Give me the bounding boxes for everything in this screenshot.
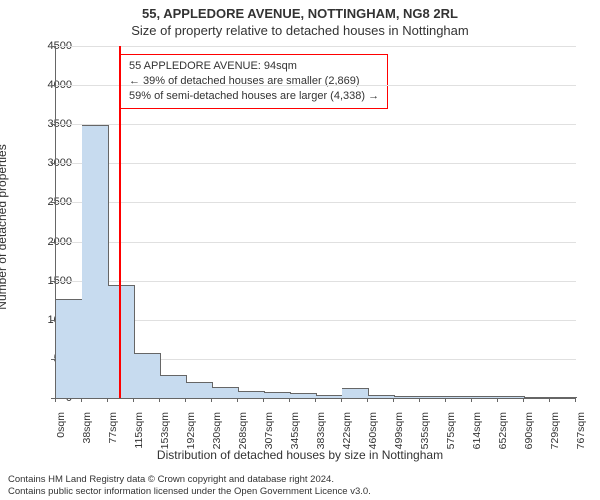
gridline <box>56 281 576 282</box>
xtick-mark <box>549 398 550 402</box>
histogram-bar <box>160 375 187 398</box>
xtick-mark <box>263 398 264 402</box>
footer-line2: Contains public sector information licen… <box>8 486 371 498</box>
xtick-mark <box>367 398 368 402</box>
marker-line <box>119 46 121 398</box>
histogram-bar <box>446 396 473 398</box>
gridline <box>56 202 576 203</box>
xtick-mark <box>289 398 290 402</box>
histogram-bar <box>56 299 83 398</box>
xtick-mark <box>497 398 498 402</box>
histogram-bar <box>342 388 369 398</box>
xtick-mark <box>523 398 524 402</box>
xtick-mark <box>107 398 108 402</box>
footer-attribution: Contains HM Land Registry data © Crown c… <box>8 474 371 498</box>
gridline <box>56 85 576 86</box>
xtick-mark <box>315 398 316 402</box>
y-axis-label: Number of detached properties <box>0 144 9 309</box>
histogram-bar <box>550 397 577 398</box>
x-axis-label: Distribution of detached houses by size … <box>0 448 600 462</box>
xtick-mark <box>419 398 420 402</box>
histogram-bar <box>82 125 109 398</box>
histogram-bar <box>420 396 447 398</box>
histogram-bar <box>498 396 525 398</box>
histogram-bar <box>134 353 161 398</box>
xtick-mark <box>471 398 472 402</box>
gridline <box>56 163 576 164</box>
xtick-mark <box>185 398 186 402</box>
xtick-mark <box>393 398 394 402</box>
footer-line1: Contains HM Land Registry data © Crown c… <box>8 474 371 486</box>
annotation-box: 55 APPLEDORE AVENUE: 94sqm ← 39% of deta… <box>120 54 388 109</box>
chart-subtitle: Size of property relative to detached ho… <box>0 21 600 38</box>
xtick-mark <box>341 398 342 402</box>
histogram-bar <box>264 392 291 398</box>
xtick-mark <box>445 398 446 402</box>
histogram-bar <box>290 393 317 398</box>
gridline <box>56 46 576 47</box>
xtick-mark <box>237 398 238 402</box>
xtick-mark <box>55 398 56 402</box>
histogram-bar <box>186 382 213 398</box>
histogram-bar <box>368 395 395 398</box>
xtick-mark <box>81 398 82 402</box>
histogram-bar <box>472 396 499 398</box>
xtick-mark <box>575 398 576 402</box>
xtick-mark <box>159 398 160 402</box>
annotation-line1: 55 APPLEDORE AVENUE: 94sqm <box>129 59 379 74</box>
histogram-bar <box>394 396 421 398</box>
histogram-bar <box>212 387 239 398</box>
gridline <box>56 242 576 243</box>
plot-area: 55 APPLEDORE AVENUE: 94sqm ← 39% of deta… <box>55 46 576 399</box>
chart-container: 55, APPLEDORE AVENUE, NOTTINGHAM, NG8 2R… <box>0 0 600 500</box>
xtick-mark <box>211 398 212 402</box>
histogram-bar <box>316 395 343 398</box>
annotation-line2: ← 39% of detached houses are smaller (2,… <box>129 74 379 89</box>
histogram-bar <box>524 397 551 398</box>
histogram-bar <box>238 391 265 398</box>
chart-title-address: 55, APPLEDORE AVENUE, NOTTINGHAM, NG8 2R… <box>0 0 600 21</box>
gridline <box>56 124 576 125</box>
annotation-line3: 59% of semi-detached houses are larger (… <box>129 89 379 104</box>
xtick-mark <box>133 398 134 402</box>
